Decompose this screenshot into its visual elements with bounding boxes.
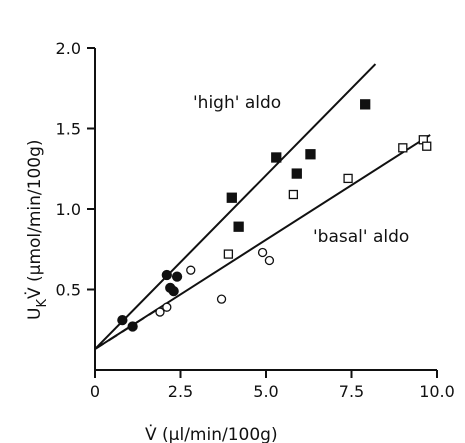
data-point-open-circle <box>216 294 227 304</box>
data-points <box>117 99 432 332</box>
y-axis-title-sub: K <box>35 299 50 308</box>
data-point-filled-circle <box>161 269 172 281</box>
data-point-filled-square <box>233 221 244 232</box>
data-point-filled-square <box>360 99 371 110</box>
y-axis-title-main: U <box>25 308 45 320</box>
data-point-open-square <box>288 189 299 200</box>
data-point-open-circle <box>264 255 275 266</box>
data-point-filled-square <box>291 168 302 179</box>
annotation-basal-aldo: 'basal' aldo <box>313 227 409 247</box>
data-point-open-square <box>343 173 353 184</box>
data-point-open-circle <box>257 247 268 258</box>
annotation-high-aldo: 'high' aldo <box>193 93 281 113</box>
data-point-filled-circle <box>127 321 138 332</box>
fit-line-series-0 <box>94 63 377 350</box>
x-tick-label: 0 <box>90 382 100 401</box>
data-point-open-circle <box>186 265 196 275</box>
data-point-open-square <box>223 249 234 259</box>
data-point-filled-square <box>226 192 237 203</box>
x-tick-label: 10.0 <box>419 382 455 401</box>
x-tick-label: 2.5 <box>168 382 193 401</box>
data-point-filled-square <box>305 149 316 160</box>
x-tick-label: 5.0 <box>253 382 278 401</box>
y-tick-label: 1.5 <box>56 120 81 139</box>
x-axis-title: V̇ (µl/min/100g) <box>145 424 278 443</box>
x-tick-label: 7.5 <box>339 382 364 401</box>
data-point-filled-circle <box>171 271 183 282</box>
y-axis-title: UKV̇ (µmol/min/100g) <box>24 139 50 320</box>
y-tick-label: 0.5 <box>56 281 81 300</box>
data-point-open-circle <box>155 307 165 317</box>
data-point-open-square <box>422 141 432 151</box>
y-tick-label: 2.0 <box>56 39 81 58</box>
data-point-filled-circle <box>117 314 128 326</box>
data-point-open-square <box>398 143 408 153</box>
data-point-filled-square <box>271 152 282 163</box>
y-axis-title-rest: V̇ (µmol/min/100g) <box>24 139 45 299</box>
axes: 0 2.5 5.0 7.5 10.0 0.5 1.0 1.5 2.0 <box>56 39 455 401</box>
y-tick-label: 1.0 <box>56 200 81 219</box>
data-point-filled-circle <box>168 285 179 297</box>
data-point-open-circle <box>162 302 172 312</box>
